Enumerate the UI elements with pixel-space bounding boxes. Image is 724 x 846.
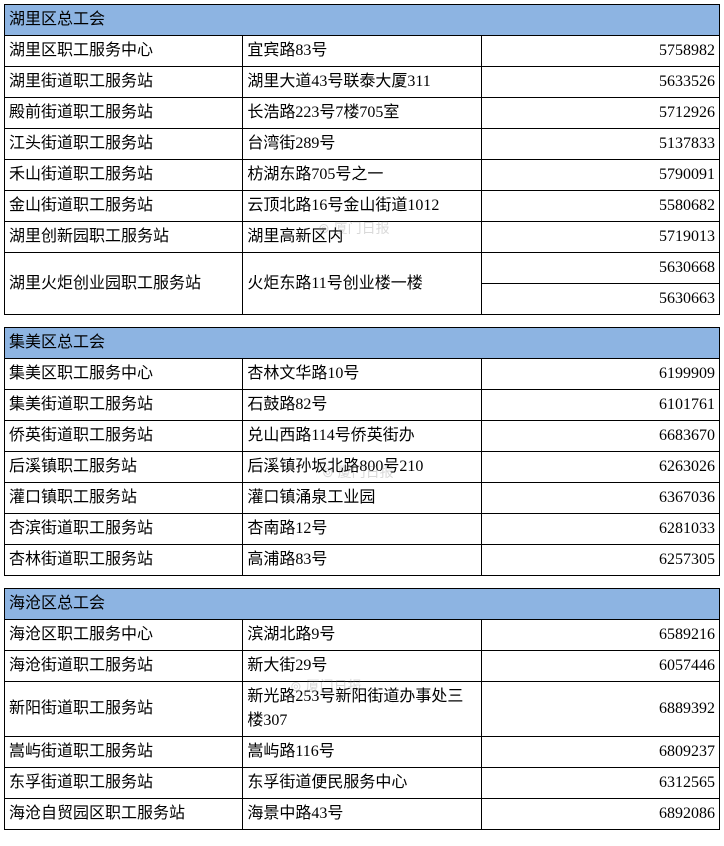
cell-name: 海沧街道职工服务站 xyxy=(5,651,243,682)
section: 海沧区总工会海沧区职工服务中心滨湖北路9号6589216海沧街道职工服务站新大街… xyxy=(4,588,720,830)
cell-phone: 6257305 xyxy=(481,545,719,576)
cell-phone: 6199909 xyxy=(481,359,719,390)
cell-address: 高浦路83号 xyxy=(243,545,481,576)
table-row: 湖里火炬创业园职工服务站火炬东路11号创业楼一楼5630668 xyxy=(5,253,720,284)
data-table: 海沧区总工会海沧区职工服务中心滨湖北路9号6589216海沧街道职工服务站新大街… xyxy=(4,588,720,830)
cell-name: 湖里创新园职工服务站 xyxy=(5,222,243,253)
cell-phone: 6057446 xyxy=(481,651,719,682)
cell-address: 宜宾路83号 xyxy=(243,36,481,67)
cell-name: 集美街道职工服务站 xyxy=(5,390,243,421)
table-row: 新阳街道职工服务站新光路253号新阳街道办事处三楼3076889392 xyxy=(5,682,720,737)
data-table: 集美区总工会集美区职工服务中心杏林文华路10号6199909集美街道职工服务站石… xyxy=(4,327,720,576)
table-row: 湖里区职工服务中心宜宾路83号5758982 xyxy=(5,36,720,67)
table-row: 海沧自贸园区职工服务站海景中路43号6892086 xyxy=(5,799,720,830)
cell-name: 禾山街道职工服务站 xyxy=(5,160,243,191)
cell-address: 石鼓路82号 xyxy=(243,390,481,421)
cell-address: 新大街29号 xyxy=(243,651,481,682)
table-row: 集美街道职工服务站石鼓路82号6101761 xyxy=(5,390,720,421)
cell-address: 滨湖北路9号 xyxy=(243,620,481,651)
table-row: 江头街道职工服务站台湾街289号5137833 xyxy=(5,129,720,160)
cell-address: 火炬东路11号创业楼一楼 xyxy=(243,253,481,315)
table-row: 湖里创新园职工服务站湖里高新区内5719013 xyxy=(5,222,720,253)
cell-name: 嵩屿街道职工服务站 xyxy=(5,737,243,768)
cell-name: 侨英街道职工服务站 xyxy=(5,421,243,452)
cell-name: 新阳街道职工服务站 xyxy=(5,682,243,737)
cell-name: 东孚街道职工服务站 xyxy=(5,768,243,799)
cell-phone: 5719013 xyxy=(481,222,719,253)
cell-address: 枋湖东路705号之一 xyxy=(243,160,481,191)
cell-address: 灌口镇涌泉工业园 xyxy=(243,483,481,514)
table-row: 杏林街道职工服务站高浦路83号6257305 xyxy=(5,545,720,576)
cell-address: 云顶北路16号金山街道1012 xyxy=(243,191,481,222)
table-row: 禾山街道职工服务站枋湖东路705号之一5790091 xyxy=(5,160,720,191)
data-table: 湖里区总工会湖里区职工服务中心宜宾路83号5758982湖里街道职工服务站湖里大… xyxy=(4,4,720,315)
cell-address: 后溪镇孙坂北路800号210 xyxy=(243,452,481,483)
cell-name: 殿前街道职工服务站 xyxy=(5,98,243,129)
cell-phone: 5790091 xyxy=(481,160,719,191)
cell-phone: 6281033 xyxy=(481,514,719,545)
cell-name: 湖里火炬创业园职工服务站 xyxy=(5,253,243,315)
cell-name: 海沧区职工服务中心 xyxy=(5,620,243,651)
cell-name: 集美区职工服务中心 xyxy=(5,359,243,390)
section-title: 湖里区总工会 xyxy=(5,5,720,36)
table-row: 海沧区职工服务中心滨湖北路9号6589216 xyxy=(5,620,720,651)
table-row: 湖里街道职工服务站湖里大道43号联泰大厦3115633526 xyxy=(5,67,720,98)
cell-address: 新光路253号新阳街道办事处三楼307 xyxy=(243,682,481,737)
cell-address: 嵩屿路116号 xyxy=(243,737,481,768)
cell-name: 杏林街道职工服务站 xyxy=(5,545,243,576)
cell-name: 金山街道职工服务站 xyxy=(5,191,243,222)
table-row: 后溪镇职工服务站后溪镇孙坂北路800号2106263026 xyxy=(5,452,720,483)
cell-phone: 6589216 xyxy=(481,620,719,651)
cell-phone: 6809237 xyxy=(481,737,719,768)
table-row: 侨英街道职工服务站兑山西路114号侨英街办6683670 xyxy=(5,421,720,452)
cell-phone: 6367036 xyxy=(481,483,719,514)
cell-name: 江头街道职工服务站 xyxy=(5,129,243,160)
cell-phone: 5633526 xyxy=(481,67,719,98)
cell-phone: 5630668 xyxy=(481,253,719,284)
table-row: 殿前街道职工服务站长浩路223号7楼705室5712926 xyxy=(5,98,720,129)
cell-phone: 5630663 xyxy=(481,284,719,315)
section-title: 海沧区总工会 xyxy=(5,589,720,620)
cell-phone: 6263026 xyxy=(481,452,719,483)
cell-address: 兑山西路114号侨英街办 xyxy=(243,421,481,452)
cell-phone: 5758982 xyxy=(481,36,719,67)
cell-phone: 6683670 xyxy=(481,421,719,452)
section-title: 集美区总工会 xyxy=(5,328,720,359)
cell-phone: 6889392 xyxy=(481,682,719,737)
cell-name: 湖里街道职工服务站 xyxy=(5,67,243,98)
table-row: 东孚街道职工服务站东孚街道便民服务中心6312565 xyxy=(5,768,720,799)
cell-phone: 6892086 xyxy=(481,799,719,830)
table-row: 海沧街道职工服务站新大街29号6057446 xyxy=(5,651,720,682)
table-row: 金山街道职工服务站云顶北路16号金山街道10125580682 xyxy=(5,191,720,222)
cell-phone: 6101761 xyxy=(481,390,719,421)
table-row: 嵩屿街道职工服务站嵩屿路116号6809237 xyxy=(5,737,720,768)
cell-phone: 5712926 xyxy=(481,98,719,129)
cell-name: 海沧自贸园区职工服务站 xyxy=(5,799,243,830)
cell-address: 台湾街289号 xyxy=(243,129,481,160)
cell-phone: 5137833 xyxy=(481,129,719,160)
section: 集美区总工会集美区职工服务中心杏林文华路10号6199909集美街道职工服务站石… xyxy=(4,327,720,576)
cell-phone: 6312565 xyxy=(481,768,719,799)
table-row: 集美区职工服务中心杏林文华路10号6199909 xyxy=(5,359,720,390)
cell-name: 灌口镇职工服务站 xyxy=(5,483,243,514)
cell-name: 湖里区职工服务中心 xyxy=(5,36,243,67)
cell-name: 后溪镇职工服务站 xyxy=(5,452,243,483)
cell-address: 东孚街道便民服务中心 xyxy=(243,768,481,799)
cell-address: 长浩路223号7楼705室 xyxy=(243,98,481,129)
section: 湖里区总工会湖里区职工服务中心宜宾路83号5758982湖里街道职工服务站湖里大… xyxy=(4,4,720,315)
cell-phone: 5580682 xyxy=(481,191,719,222)
table-row: 杏滨街道职工服务站杏南路12号6281033 xyxy=(5,514,720,545)
cell-name: 杏滨街道职工服务站 xyxy=(5,514,243,545)
cell-address: 杏林文华路10号 xyxy=(243,359,481,390)
table-row: 灌口镇职工服务站灌口镇涌泉工业园6367036 xyxy=(5,483,720,514)
cell-address: 杏南路12号 xyxy=(243,514,481,545)
cell-address: 湖里高新区内 xyxy=(243,222,481,253)
cell-address: 湖里大道43号联泰大厦311 xyxy=(243,67,481,98)
cell-address: 海景中路43号 xyxy=(243,799,481,830)
